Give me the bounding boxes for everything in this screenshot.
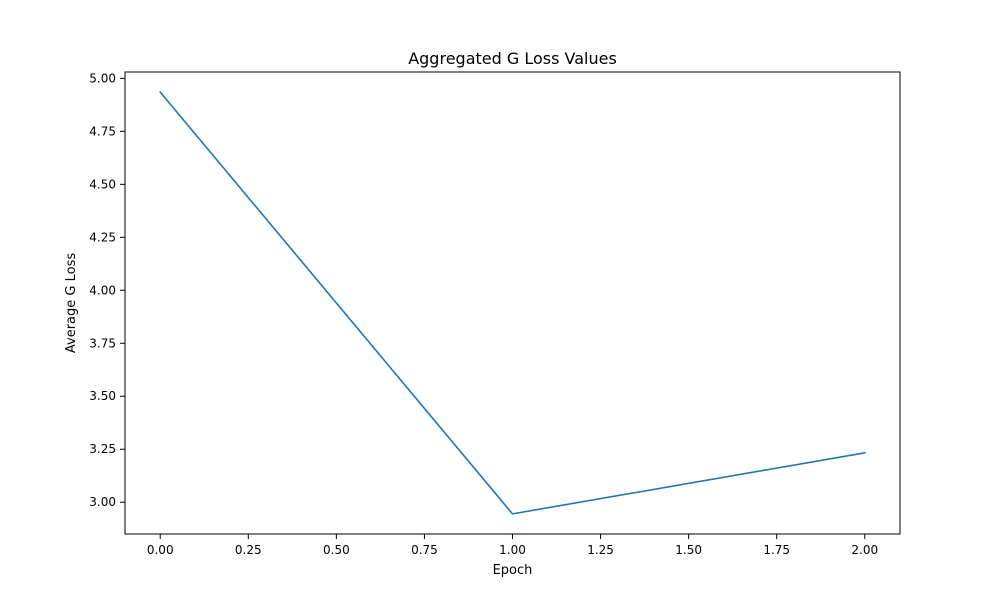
y-tick-label: 3.50	[89, 389, 116, 403]
x-tick-label: 0.25	[235, 543, 262, 557]
x-axis-label: Epoch	[493, 563, 533, 578]
series-layer	[159, 91, 866, 515]
x-tick-label: 2.00	[851, 543, 878, 557]
x-tick-label: 0.00	[147, 543, 174, 557]
y-tick-label: 3.00	[89, 495, 116, 509]
y-axis-label: Average G Loss	[64, 253, 79, 353]
x-tick-label: 0.50	[323, 543, 350, 557]
y-tick-label: 4.00	[89, 283, 116, 297]
x-tick-label: 1.25	[587, 543, 614, 557]
y-tick-label: 4.25	[89, 230, 116, 244]
x-tick-label: 0.75	[411, 543, 438, 557]
y-tick-label: 4.50	[89, 177, 116, 191]
series-line	[159, 91, 866, 515]
y-tick-label: 3.25	[89, 442, 116, 456]
y-tick-label: 3.75	[89, 336, 116, 350]
y-axis-ticks: 3.00 3.25 3.50 3.75 4.00 4.25 4.50 4.75 5.00	[89, 71, 125, 509]
y-tick-label: 5.00	[89, 71, 116, 85]
chart-title: Aggregated G Loss Values	[408, 49, 617, 68]
x-tick-label: 1.75	[763, 543, 790, 557]
x-tick-label: 1.00	[499, 543, 526, 557]
y-tick-label: 4.75	[89, 124, 116, 138]
plot-area-frame	[124, 71, 901, 535]
x-axis-ticks: 0.00 0.25 0.50 0.75 1.00 1.25 1.50 1.75 2.00	[147, 534, 878, 557]
x-tick-label: 1.50	[675, 543, 702, 557]
